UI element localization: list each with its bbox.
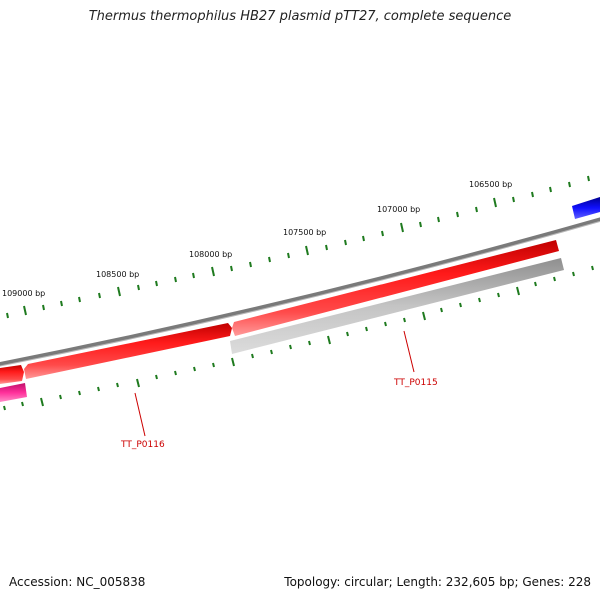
gene-TT_P0116[interactable] xyxy=(24,323,232,379)
inner-major-ticks xyxy=(40,286,520,407)
accession-text: Accession: NC_005838 xyxy=(9,575,146,589)
summary-text: Topology: circular; Length: 232,605 bp; … xyxy=(284,575,591,589)
gene-label-TT_P0115[interactable]: TT_P0115 xyxy=(393,378,438,388)
inner-minor-ticks xyxy=(3,265,594,411)
gene-label-TT_P0116[interactable]: TT_P0116 xyxy=(120,440,165,450)
outer-ruler xyxy=(6,175,590,319)
ruler-labels: 106500 bp 107000 bp 107500 bp 108000 bp … xyxy=(2,180,512,298)
ruler-label: 107000 bp xyxy=(377,205,420,214)
gene-TT_P0115[interactable] xyxy=(232,240,559,336)
ruler-label: 106500 bp xyxy=(469,180,512,189)
gene-gray[interactable] xyxy=(230,258,564,354)
map-title: Thermus thermophilus HB27 plasmid pTT27,… xyxy=(88,9,512,24)
outer-minor-ticks xyxy=(6,175,590,319)
backbone-circle xyxy=(0,217,600,367)
gene-blue[interactable] xyxy=(572,197,600,219)
label-line-TT_P0116 xyxy=(134,392,146,437)
ruler-label: 109000 bp xyxy=(2,289,45,298)
gene-magenta[interactable] xyxy=(0,383,27,402)
ruler-label: 108000 bp xyxy=(189,250,232,259)
ruler-label: 107500 bp xyxy=(283,228,326,237)
gene-red-partial[interactable] xyxy=(0,365,24,384)
ruler-label: 108500 bp xyxy=(96,270,139,279)
inner-ruler xyxy=(3,265,594,411)
outer-major-ticks xyxy=(23,197,497,316)
label-line-TT_P0115 xyxy=(403,330,415,373)
